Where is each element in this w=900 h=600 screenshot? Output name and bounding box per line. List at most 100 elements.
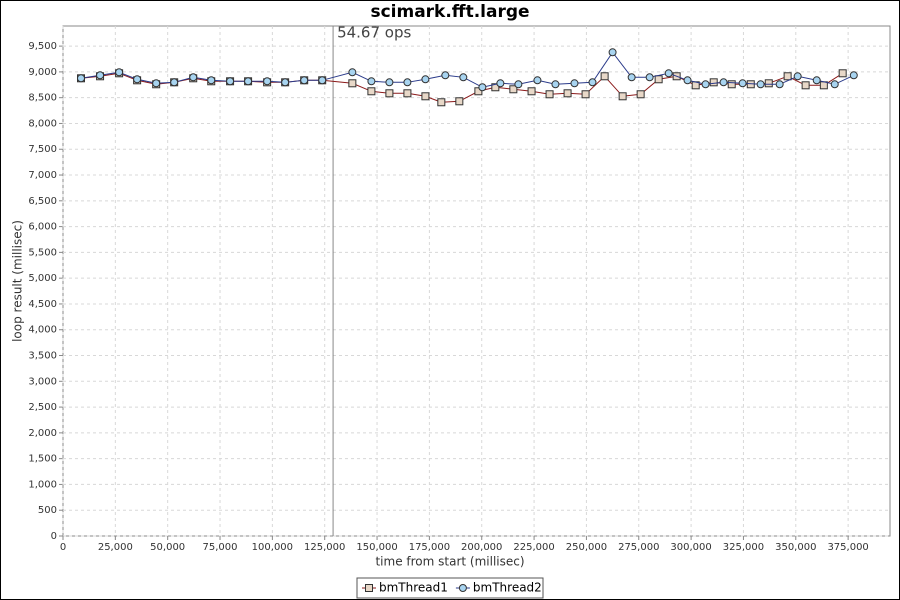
point [367,87,376,96]
point [281,78,290,87]
point [115,68,124,77]
point [581,90,590,99]
point [496,79,505,88]
x-tick-label: 150,000 [356,542,397,553]
y-tick-label: 7,000 [28,170,57,181]
x-tick-label: 375,000 [827,542,868,553]
legend-marker [365,584,373,592]
point [533,76,542,85]
point [608,48,617,57]
point [133,75,142,84]
legend [356,577,544,599]
x-tick-label: 325,000 [723,542,764,553]
x-tick-label: 350,000 [775,542,816,553]
point [189,73,198,82]
y-tick-label: 9,500 [28,41,57,52]
y-tick-label: 3,000 [28,376,57,387]
y-tick-label: 2,500 [28,402,57,413]
point [491,83,500,92]
point [664,69,673,78]
y-axis-label: loop result (millisec) [11,220,25,342]
y-tick-label: 500 [38,505,57,516]
y-tick-label: 5,000 [28,273,57,284]
point [645,73,654,82]
marker-label: 54.67 ops [337,24,411,42]
point [801,81,810,90]
point [318,76,327,85]
point [226,77,235,86]
y-tick-label: 2,000 [28,428,57,439]
point [654,75,663,84]
point [738,79,747,88]
point [403,78,412,87]
point [551,80,560,89]
legend-marker [458,584,467,592]
point [719,78,728,87]
point [244,77,253,86]
y-tick-label: 7,500 [28,144,57,155]
point [563,89,572,98]
x-tick-label: 200,000 [461,542,502,553]
point [618,92,627,101]
y-tick-label: 6,500 [28,196,57,207]
point [793,72,802,81]
point [455,97,464,106]
y-tick-label: 1,000 [28,479,57,490]
point [727,80,736,89]
point [514,80,523,89]
x-tick-label: 225,000 [513,542,554,553]
legend-label: bmThread2 [473,581,542,595]
chart-title: scimark.fft.large [370,2,529,22]
x-tick-label: 175,000 [409,542,450,553]
point [474,87,483,96]
y-tick-label: 4,000 [28,325,57,336]
y-tick-label: 0 [51,531,57,542]
x-tick-label: 75,000 [203,542,238,553]
legend-label: bmThread1 [379,581,448,595]
y-tick-label: 8,000 [28,118,57,129]
point [545,90,554,99]
x-tick-label: 300,000 [670,542,711,553]
y-tick-label: 8,500 [28,93,57,104]
point [683,76,692,85]
y-tick-label: 9,000 [28,67,57,78]
point [263,77,272,86]
point [709,78,718,87]
point [701,80,710,89]
point [437,98,446,107]
y-tick-label: 5,500 [28,247,57,258]
point [849,71,858,80]
point [478,83,487,92]
point [441,71,450,80]
point [152,79,161,88]
point [588,78,597,87]
point [421,92,430,101]
point [830,80,839,89]
point [600,72,609,81]
point [570,79,579,88]
point [207,76,216,85]
point [764,79,773,88]
point [170,78,179,87]
point [527,87,536,96]
point [367,77,376,86]
y-tick-label: 3,500 [28,351,57,362]
x-tick-label: 25,000 [98,542,133,553]
point [300,76,309,85]
point [627,73,636,82]
point [348,68,357,77]
x-tick-label: 100,000 [252,542,293,553]
x-axis-label: time from start (millisec) [375,555,524,569]
point [403,89,412,98]
point [96,71,105,80]
y-tick-label: 1,500 [28,454,57,465]
point [459,73,468,82]
x-tick-label: 250,000 [566,542,607,553]
y-tick-label: 6,000 [28,222,57,233]
point [783,72,792,81]
point [348,79,357,88]
point [756,80,765,89]
plot-area [62,25,891,537]
